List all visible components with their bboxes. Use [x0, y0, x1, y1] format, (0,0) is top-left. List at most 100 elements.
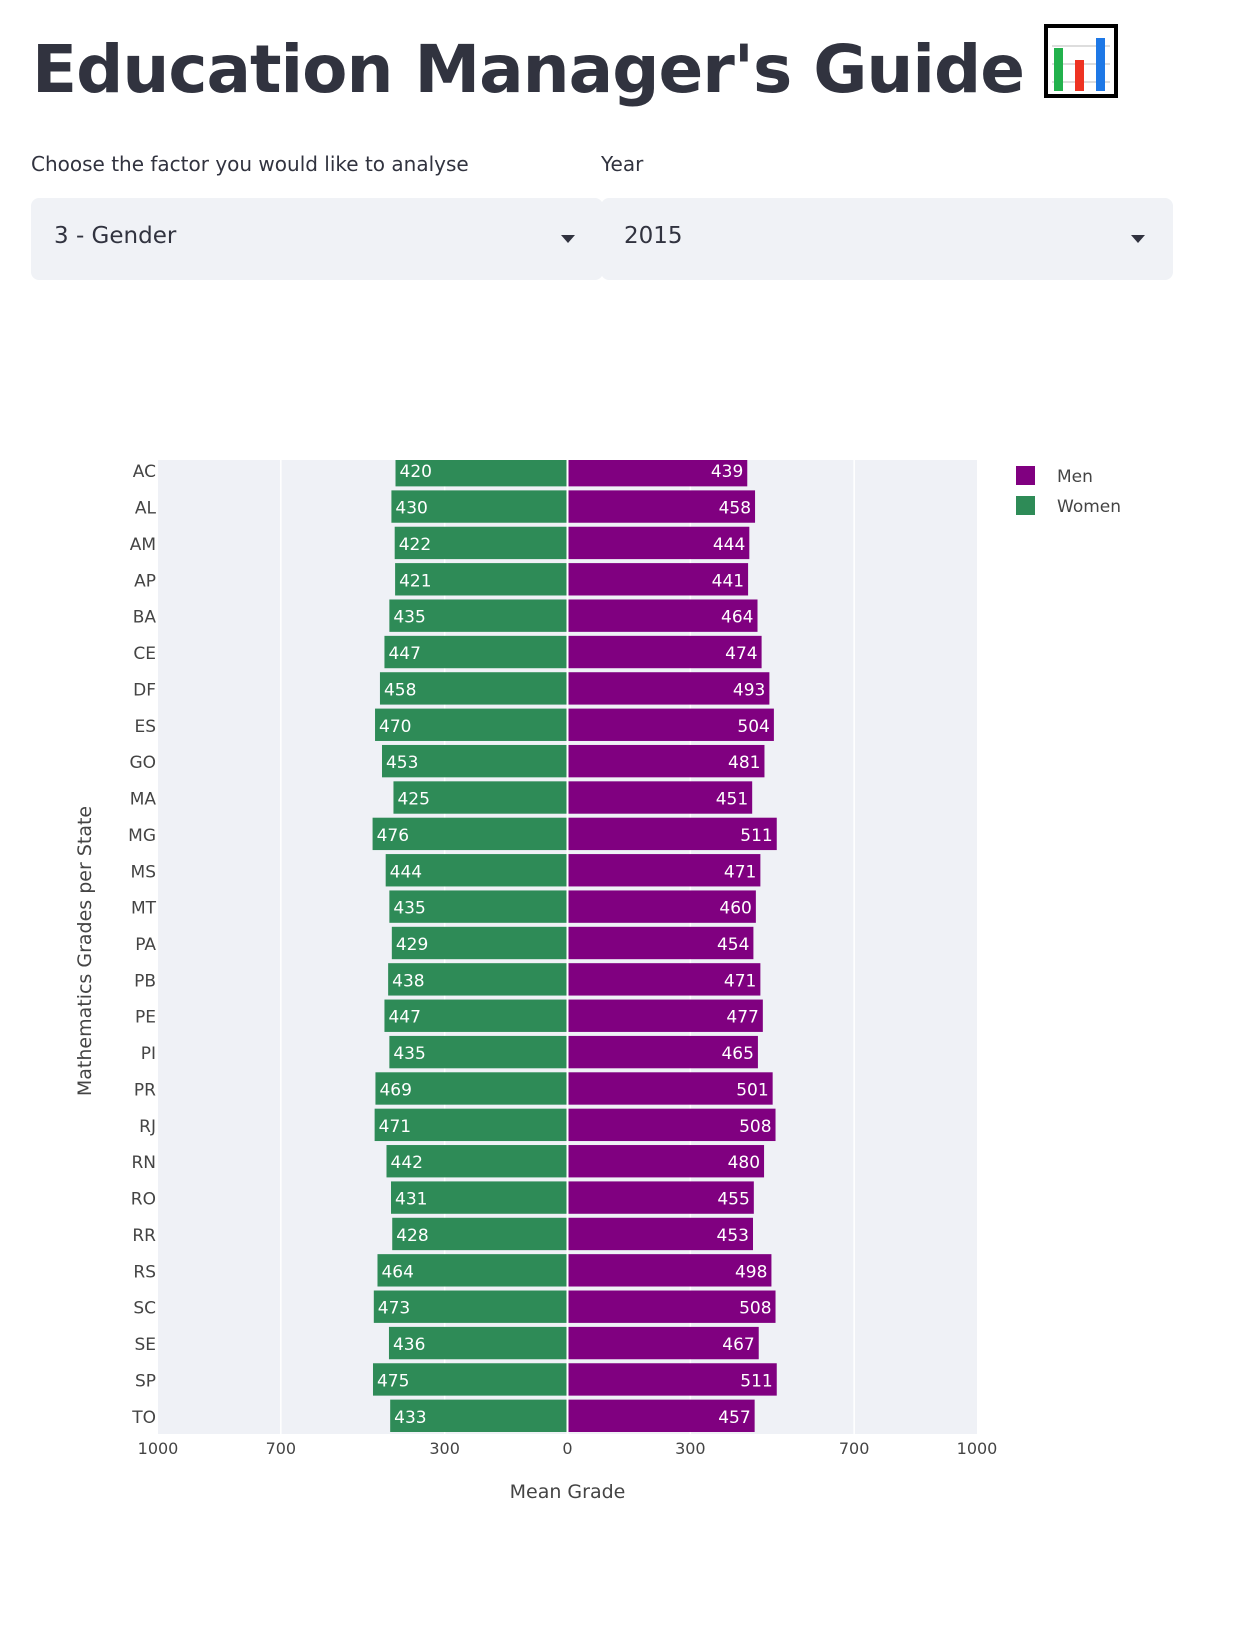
y-tick-label: DF [133, 680, 156, 700]
data-label-men: 465 [721, 1044, 753, 1064]
data-label-men: 439 [711, 462, 743, 482]
data-label-men: 481 [728, 753, 760, 773]
bar-men [567, 672, 770, 705]
bar-women [389, 1035, 568, 1069]
x-tick-label: 300 [675, 1439, 706, 1458]
bar-women [393, 781, 568, 814]
bar-women [388, 963, 568, 996]
y-tick-label: MG [128, 826, 156, 846]
bar-women [392, 1217, 568, 1251]
data-label-women: 475 [377, 1371, 409, 1391]
caret-down-icon[interactable] [561, 235, 575, 243]
bar-men [567, 854, 761, 887]
data-label-men: 455 [717, 1190, 749, 1210]
legend-swatch [1016, 466, 1035, 485]
bar-women [384, 635, 568, 669]
data-label-women: 438 [392, 971, 424, 991]
bar-chart-icon [1044, 24, 1119, 124]
data-label-men: 474 [725, 644, 757, 664]
y-axis-title: Mathematics Grades per State [74, 806, 96, 1096]
factor-select[interactable]: 3 - Gender [31, 198, 603, 280]
data-label-men: 508 [739, 1299, 771, 1319]
bar-women [372, 1363, 568, 1396]
bar-men [567, 926, 754, 960]
y-tick-label: PI [141, 1044, 156, 1064]
bar-women [391, 490, 568, 523]
data-label-women: 442 [391, 1153, 423, 1173]
bar-women [375, 1072, 568, 1105]
data-label-women: 435 [393, 1044, 425, 1064]
y-tick-label: ES [134, 717, 156, 737]
data-label-men: 501 [736, 1080, 768, 1100]
bar-women [375, 708, 568, 741]
data-label-women: 464 [381, 1262, 413, 1282]
y-tick-label: RJ [139, 1117, 156, 1137]
data-label-women: 458 [384, 680, 416, 700]
x-tick-label: 1000 [138, 1439, 179, 1458]
data-label-men: 504 [737, 717, 769, 737]
caret-down-icon[interactable] [1131, 235, 1145, 243]
data-label-women: 435 [393, 899, 425, 919]
bar-men [567, 781, 753, 814]
y-tick-label: AC [133, 462, 156, 482]
bar-men [567, 817, 777, 851]
legend-swatch [1016, 496, 1035, 515]
year-select[interactable]: 2015 [601, 198, 1173, 280]
data-label-women: 428 [396, 1226, 428, 1246]
data-label-men: 453 [717, 1226, 749, 1246]
y-tick-label: AL [135, 499, 157, 519]
bar-women [391, 926, 568, 960]
bar-women [373, 1290, 568, 1323]
data-label-women: 470 [379, 717, 411, 737]
data-label-women: 431 [395, 1190, 427, 1210]
bar-men [567, 490, 756, 523]
data-label-men: 477 [726, 1008, 758, 1028]
bar-women [379, 672, 568, 705]
data-label-men: 451 [716, 790, 748, 810]
data-label-men: 441 [712, 571, 744, 591]
bar-men [567, 1399, 755, 1432]
data-label-men: 460 [719, 899, 751, 919]
y-tick-label: RS [133, 1262, 156, 1282]
grades-chart: 420 439 AC 430 458 AL 422 444 AM 421 441 AP 435 464 BA… [74, 460, 1121, 1503]
legend-label: Men [1057, 467, 1093, 487]
data-label-women: 444 [390, 862, 422, 882]
data-label-men: 511 [740, 826, 772, 846]
x-tick-label: 300 [429, 1439, 460, 1458]
factor-select-label: Choose the factor you would like to anal… [31, 152, 469, 176]
data-label-women: 447 [388, 644, 420, 664]
y-tick-label: BA [133, 608, 157, 628]
data-label-men: 467 [722, 1335, 754, 1355]
x-tick-label: 0 [562, 1439, 572, 1458]
bar-men [567, 1108, 776, 1142]
data-label-men: 444 [713, 535, 745, 555]
data-label-men: 493 [733, 680, 765, 700]
y-tick-label: SP [135, 1371, 156, 1391]
y-tick-label: GO [129, 753, 156, 773]
y-tick-label: TO [131, 1408, 156, 1428]
bar-men [567, 1217, 754, 1251]
data-label-men: 508 [739, 1117, 771, 1137]
bar-men [567, 460, 748, 487]
y-tick-label: PB [134, 971, 156, 991]
y-tick-label: PA [135, 935, 156, 955]
y-tick-label: RN [131, 1153, 156, 1173]
bar-men [567, 1326, 759, 1360]
data-label-women: 447 [388, 1008, 420, 1028]
y-tick-label: MT [131, 899, 157, 919]
data-label-women: 429 [396, 935, 428, 955]
bar-men [567, 599, 758, 632]
bar-women [385, 854, 568, 887]
bar-men [567, 635, 762, 669]
data-label-women: 425 [397, 790, 429, 810]
y-tick-label: MS [131, 862, 156, 882]
bar-men [567, 708, 774, 741]
data-label-women: 453 [386, 753, 418, 773]
bar-women [386, 1145, 568, 1178]
page-title: Education Manager's Guide [32, 22, 1119, 124]
bar-women [374, 1108, 568, 1142]
bar-women [372, 817, 568, 851]
y-tick-label: SC [133, 1299, 156, 1319]
bar-men [567, 1363, 777, 1396]
data-label-men: 458 [719, 499, 751, 519]
